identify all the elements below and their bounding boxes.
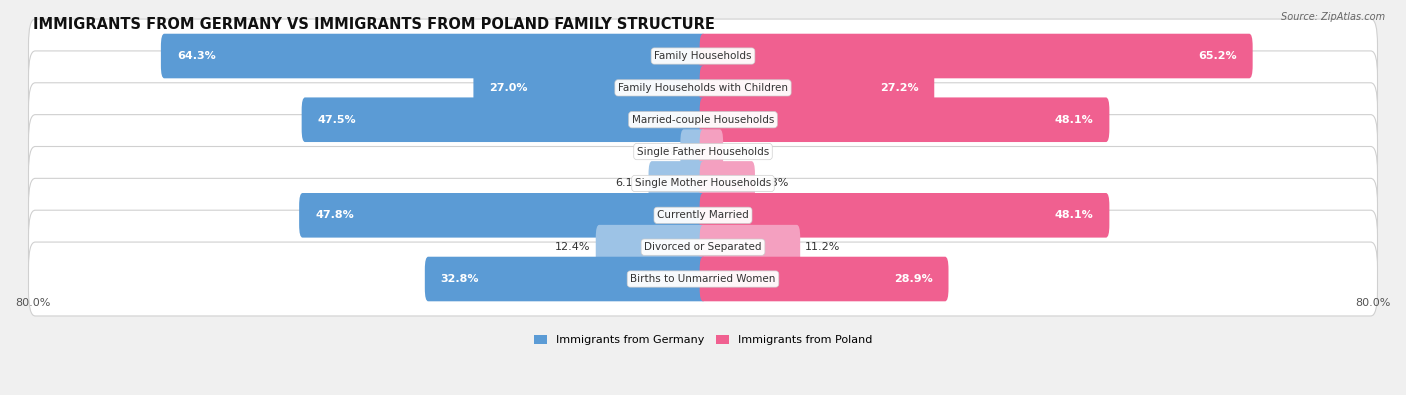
FancyBboxPatch shape	[700, 161, 755, 206]
Text: Family Households with Children: Family Households with Children	[619, 83, 787, 93]
FancyBboxPatch shape	[700, 193, 1109, 238]
FancyBboxPatch shape	[28, 115, 1378, 188]
Text: 32.8%: 32.8%	[440, 274, 479, 284]
FancyBboxPatch shape	[28, 210, 1378, 284]
FancyBboxPatch shape	[299, 193, 706, 238]
FancyBboxPatch shape	[160, 34, 706, 78]
FancyBboxPatch shape	[28, 179, 1378, 252]
Legend: Immigrants from Germany, Immigrants from Poland: Immigrants from Germany, Immigrants from…	[534, 335, 872, 346]
Text: 12.4%: 12.4%	[555, 242, 591, 252]
Text: Single Father Households: Single Father Households	[637, 147, 769, 156]
Text: Single Mother Households: Single Mother Households	[636, 179, 770, 188]
Text: 2.3%: 2.3%	[647, 147, 675, 156]
Text: IMMIGRANTS FROM GERMANY VS IMMIGRANTS FROM POLAND FAMILY STRUCTURE: IMMIGRANTS FROM GERMANY VS IMMIGRANTS FR…	[32, 17, 714, 32]
FancyBboxPatch shape	[28, 147, 1378, 220]
Text: 11.2%: 11.2%	[806, 242, 841, 252]
FancyBboxPatch shape	[425, 257, 706, 301]
FancyBboxPatch shape	[474, 66, 706, 110]
FancyBboxPatch shape	[681, 129, 706, 174]
Text: Married-couple Households: Married-couple Households	[631, 115, 775, 125]
FancyBboxPatch shape	[700, 66, 934, 110]
Text: Divorced or Separated: Divorced or Separated	[644, 242, 762, 252]
Text: 6.1%: 6.1%	[616, 179, 644, 188]
Text: 28.9%: 28.9%	[894, 274, 932, 284]
FancyBboxPatch shape	[700, 257, 949, 301]
Text: Family Households: Family Households	[654, 51, 752, 61]
FancyBboxPatch shape	[700, 34, 1253, 78]
Text: 5.8%: 5.8%	[761, 179, 789, 188]
Text: 47.8%: 47.8%	[315, 210, 354, 220]
Text: 48.1%: 48.1%	[1054, 115, 1094, 125]
FancyBboxPatch shape	[596, 225, 706, 269]
FancyBboxPatch shape	[700, 225, 800, 269]
FancyBboxPatch shape	[648, 161, 706, 206]
Text: 27.2%: 27.2%	[880, 83, 918, 93]
Text: 48.1%: 48.1%	[1054, 210, 1094, 220]
Text: 65.2%: 65.2%	[1198, 51, 1237, 61]
FancyBboxPatch shape	[28, 19, 1378, 93]
FancyBboxPatch shape	[700, 98, 1109, 142]
FancyBboxPatch shape	[28, 83, 1378, 157]
Text: 2.0%: 2.0%	[728, 147, 756, 156]
FancyBboxPatch shape	[28, 242, 1378, 316]
Text: Births to Unmarried Women: Births to Unmarried Women	[630, 274, 776, 284]
Text: 64.3%: 64.3%	[177, 51, 215, 61]
Text: Currently Married: Currently Married	[657, 210, 749, 220]
FancyBboxPatch shape	[302, 98, 706, 142]
Text: 47.5%: 47.5%	[318, 115, 356, 125]
FancyBboxPatch shape	[700, 129, 723, 174]
Text: 27.0%: 27.0%	[489, 83, 527, 93]
FancyBboxPatch shape	[28, 51, 1378, 125]
Text: Source: ZipAtlas.com: Source: ZipAtlas.com	[1281, 12, 1385, 22]
